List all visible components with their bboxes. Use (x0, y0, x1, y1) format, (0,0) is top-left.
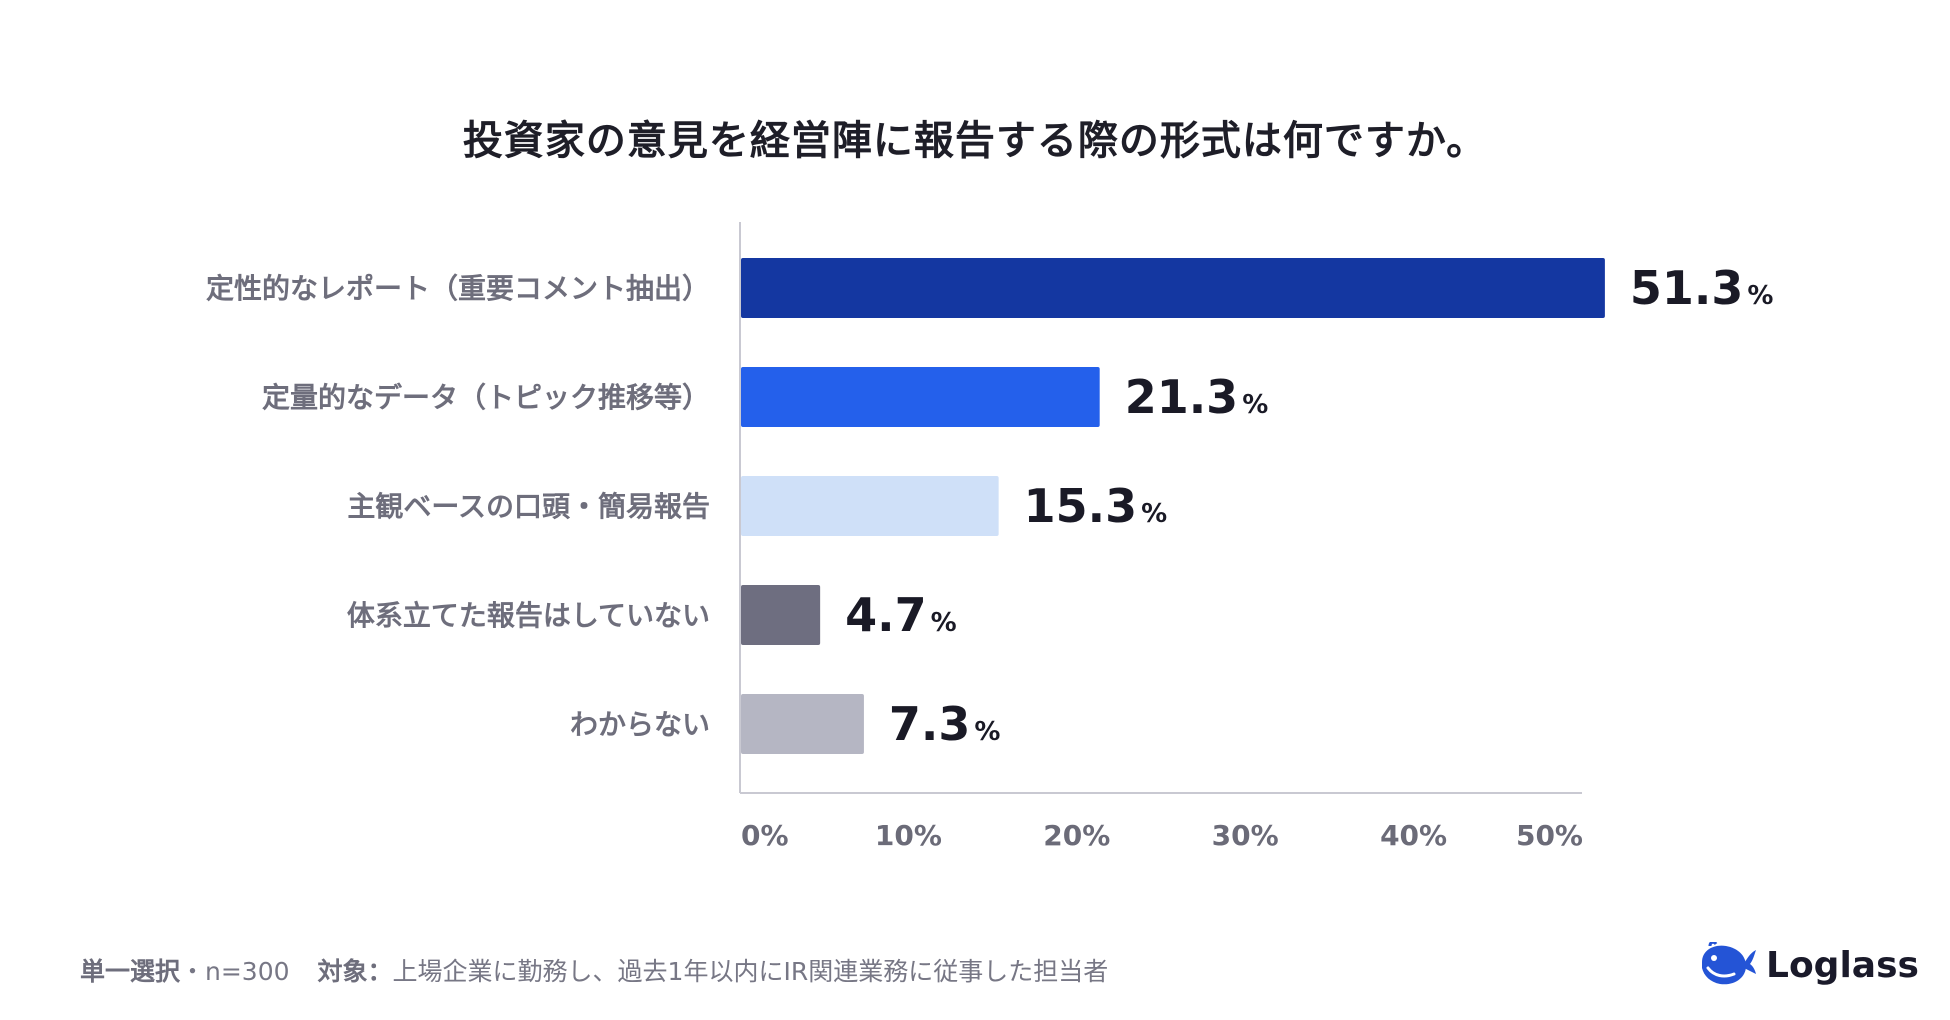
bar (741, 585, 821, 645)
bar (741, 476, 999, 536)
value-unit: % (1747, 281, 1773, 311)
value-unit: % (974, 717, 1000, 747)
bar (741, 367, 1100, 427)
whale-icon (1698, 942, 1758, 988)
category-label: 主観ベースの口頭・簡易報告 (347, 490, 710, 523)
category-label: わからない (570, 708, 710, 741)
x-tick-label: 0% (741, 819, 789, 852)
survey-footnote: 単一選択・n=300 対象：上場企業に勤務し、過去1年以内にIR関連業務に従事した… (80, 952, 1108, 988)
value-label: 4.7% (845, 588, 957, 642)
value-number: 7.3 (889, 697, 971, 751)
value-unit: % (1242, 390, 1268, 420)
chart-title: 投資家の意見を経営陣に報告する際の形式は何ですか。 (462, 118, 1488, 164)
x-tick-label: 40% (1380, 819, 1447, 852)
value-unit: % (1141, 499, 1167, 529)
value-number: 4.7 (845, 588, 927, 642)
value-label: 21.3% (1125, 370, 1269, 424)
value-label: 7.3% (889, 697, 1001, 751)
axes-layer (739, 222, 1582, 794)
bar (741, 694, 864, 754)
survey-target-label: 対象： (317, 957, 393, 986)
bars-layer (741, 258, 1605, 754)
category-label: 体系立てた報告はしていない (347, 599, 710, 632)
value-number: 51.3 (1630, 261, 1744, 315)
x-tick-label: 50% (1516, 819, 1583, 852)
value-number: 15.3 (1024, 479, 1138, 533)
brand-name: Loglass (1766, 944, 1919, 986)
x-tick-label: 20% (1043, 819, 1110, 852)
value-label: 15.3% (1024, 479, 1168, 533)
x-tick-label: 30% (1212, 819, 1279, 852)
survey-target-value: 上場企業に勤務し、過去1年以内にIR関連業務に従事した担当者 (392, 957, 1109, 986)
survey-method-value: ・n=300 (180, 957, 290, 986)
value-unit: % (931, 608, 957, 638)
x-tick-label: 10% (875, 819, 942, 852)
labels-layer: 0% 10% 20% 30% 40% 50% 定性的なレポート（重要コメント抽出） 51.3%… (206, 261, 1773, 852)
brand-logo: Loglass (1698, 940, 1919, 990)
category-label: 定性的なレポート（重要コメント抽出） (206, 272, 710, 305)
category-label: 定量的なデータ（トピック推移等） (262, 381, 710, 414)
value-number: 21.3 (1125, 370, 1239, 424)
value-label: 51.3% (1630, 261, 1774, 315)
bar (741, 258, 1605, 318)
survey-method-label: 単一選択 (80, 957, 181, 986)
